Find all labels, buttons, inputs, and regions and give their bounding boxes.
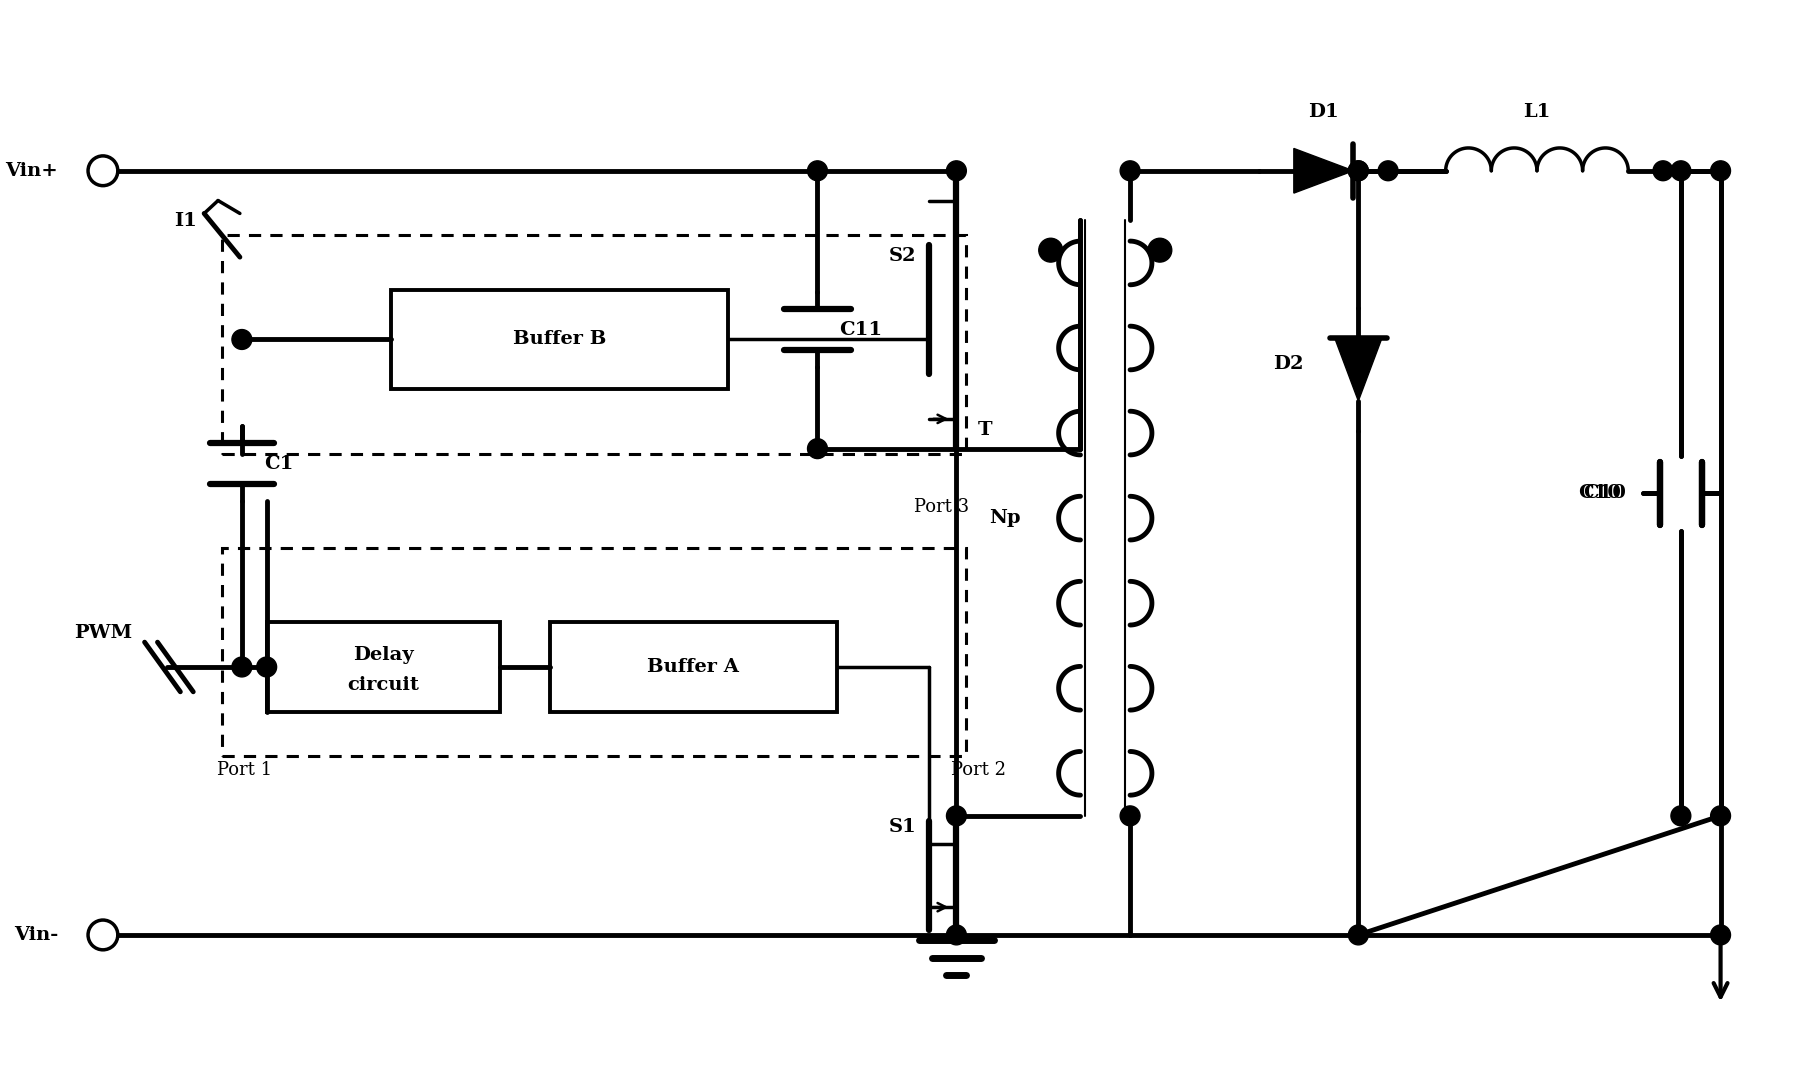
Text: Vin+: Vin+ xyxy=(5,161,57,179)
Circle shape xyxy=(1149,238,1172,262)
Text: L1: L1 xyxy=(1524,104,1551,121)
Circle shape xyxy=(1671,161,1691,180)
Text: S1: S1 xyxy=(889,818,917,835)
Bar xyxy=(223,235,966,454)
Bar xyxy=(549,623,836,711)
Text: Port 1: Port 1 xyxy=(217,761,273,780)
Text: Np: Np xyxy=(989,509,1021,528)
Circle shape xyxy=(1671,806,1691,826)
Text: T: T xyxy=(978,421,993,439)
Polygon shape xyxy=(1334,337,1382,400)
Text: S2: S2 xyxy=(889,247,917,265)
Circle shape xyxy=(1348,925,1368,945)
Circle shape xyxy=(946,161,966,180)
Text: circuit: circuit xyxy=(348,676,420,694)
Circle shape xyxy=(808,161,827,180)
Circle shape xyxy=(1711,806,1730,826)
Circle shape xyxy=(232,330,251,349)
Polygon shape xyxy=(1294,148,1353,193)
Circle shape xyxy=(232,657,251,677)
Text: I1: I1 xyxy=(174,213,197,231)
Circle shape xyxy=(1120,161,1140,180)
Bar xyxy=(223,548,966,756)
Circle shape xyxy=(1039,238,1063,262)
Text: D2: D2 xyxy=(1273,356,1303,374)
Text: Delay: Delay xyxy=(354,646,413,664)
Text: C11: C11 xyxy=(840,320,883,339)
Text: C10: C10 xyxy=(1583,484,1626,502)
Circle shape xyxy=(257,657,276,677)
Circle shape xyxy=(1379,161,1398,180)
Bar xyxy=(267,623,499,711)
Text: Vin-: Vin- xyxy=(14,926,57,944)
Bar xyxy=(391,289,729,389)
Circle shape xyxy=(946,806,966,826)
Text: PWM: PWM xyxy=(75,624,133,642)
Text: C10: C10 xyxy=(1578,484,1621,502)
Text: Port 3: Port 3 xyxy=(914,499,969,516)
Circle shape xyxy=(1348,161,1368,180)
Text: Port 2: Port 2 xyxy=(951,761,1007,780)
Text: Buffer A: Buffer A xyxy=(648,658,740,676)
Circle shape xyxy=(946,925,966,945)
Text: Buffer B: Buffer B xyxy=(513,330,607,348)
Circle shape xyxy=(1711,161,1730,180)
Circle shape xyxy=(1653,161,1673,180)
Circle shape xyxy=(808,439,827,458)
Circle shape xyxy=(1348,161,1368,180)
Circle shape xyxy=(1711,925,1730,945)
Circle shape xyxy=(1120,806,1140,826)
Text: C1: C1 xyxy=(264,455,293,472)
Text: D1: D1 xyxy=(1309,104,1339,121)
